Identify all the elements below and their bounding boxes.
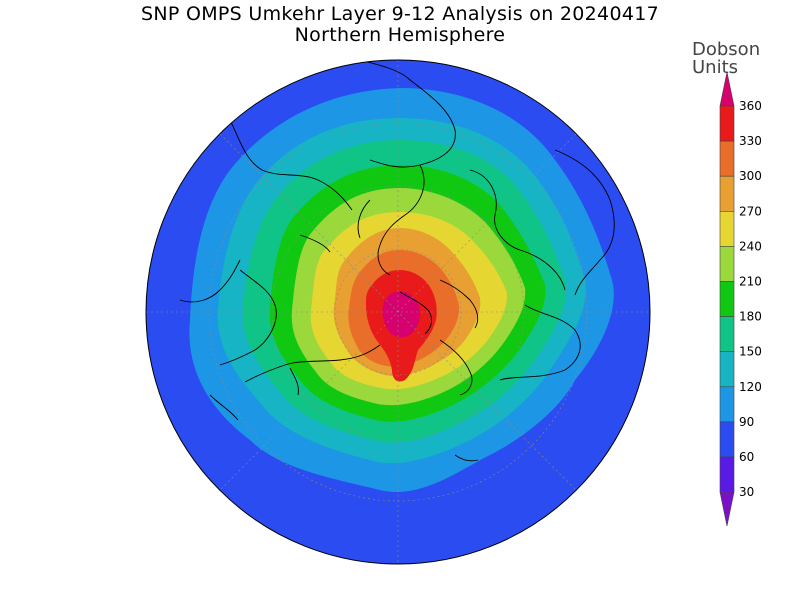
colorbar-bottom-arrow [719, 491, 735, 527]
colorbar-swatch [719, 105, 735, 142]
colorbar-top-arrow [719, 71, 735, 107]
colorbar-tick-label: 300 [739, 169, 762, 183]
colorbar-swatch [719, 211, 735, 247]
colorbar-tick-label: 60 [739, 450, 754, 464]
colorbar: 30 60 90 120 150 180 210 240 270 300 330 360 [719, 71, 762, 527]
colorbar-swatch [719, 175, 735, 212]
colorbar-swatch [719, 140, 735, 177]
colorbar-tick-label: 360 [739, 99, 762, 113]
ozone-field [146, 60, 650, 564]
colorbar-tick-label: 90 [739, 415, 754, 429]
colorbar-tick-label: 180 [739, 310, 762, 324]
colorbar-tick-label: 150 [739, 345, 762, 359]
colorbar-swatch [719, 421, 735, 458]
colorbar-swatch [719, 316, 735, 353]
colorbar-swatch [719, 246, 735, 282]
colorbar-swatch [719, 351, 735, 388]
map-title: SNP OMPS Umkehr Layer 9-12 Analysis on 2… [140, 3, 659, 25]
map-subtitle: Northern Hemisphere [294, 24, 506, 46]
colorbar-tick-label: 120 [739, 380, 762, 394]
coastlines [179, 60, 615, 462]
colorbar-swatch [719, 281, 735, 317]
colorbar-tick-label: 240 [739, 239, 762, 253]
colorbar-tick-label: 210 [739, 275, 762, 289]
colorbar-tick-label: 30 [739, 485, 754, 499]
colorbar-units-label-2: Units [692, 57, 739, 78]
graticule [146, 60, 650, 564]
map-border [145, 59, 651, 565]
colorbar-swatch [719, 386, 735, 423]
colorbar-units-label: Dobson [692, 39, 761, 60]
colorbar-tick-label: 330 [739, 134, 762, 148]
contour-max [382, 291, 420, 338]
colorbar-swatch [719, 456, 735, 493]
colorbar-tick-label: 270 [739, 204, 762, 218]
